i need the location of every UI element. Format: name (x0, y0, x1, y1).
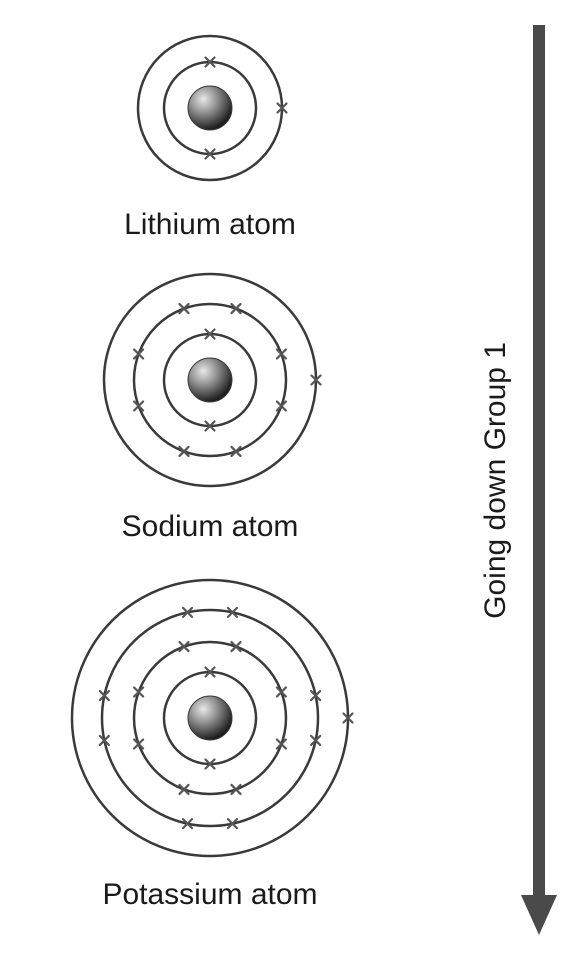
lithium-atom-diagram (120, 18, 300, 198)
down-arrow-icon (521, 25, 557, 935)
potassium-label: Potassium atom (102, 878, 317, 912)
sodium-label: Sodium atom (122, 510, 299, 544)
potassium-atom-diagram (60, 568, 360, 868)
group1-arrow-wrap: Going down Group 1 (478, 20, 558, 940)
lithium-label: Lithium atom (124, 208, 296, 242)
lithium-atom-block: Lithium atom (0, 18, 420, 242)
potassium-atom-block: Potassium atom (0, 568, 420, 912)
arrow-label: Going down Group 1 (479, 342, 513, 619)
sodium-atom-block: Sodium atom (0, 260, 420, 544)
diagram-container: Lithium atom Sodium atom Potassium atom Go… (0, 0, 586, 966)
sodium-atom-diagram (90, 260, 330, 500)
